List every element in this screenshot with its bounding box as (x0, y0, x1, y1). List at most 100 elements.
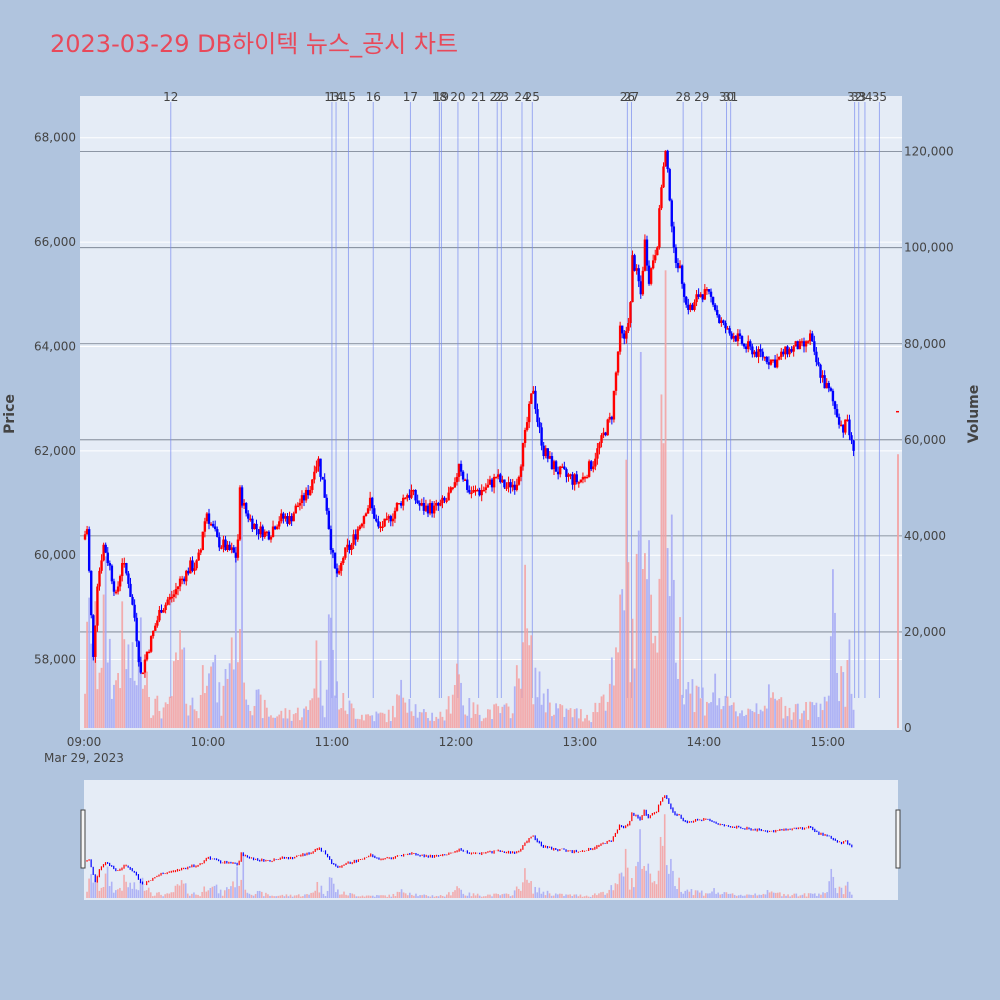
volume-bar (639, 351, 642, 728)
mini-volume-bar (694, 890, 697, 898)
candle-body (691, 304, 694, 310)
mini-volume-bar (400, 889, 403, 898)
price-candles (83, 149, 899, 678)
volume-bar (427, 718, 429, 728)
candle-body (639, 281, 642, 295)
volume-bar (763, 705, 766, 728)
volume-bar (528, 645, 531, 728)
volume-bar (168, 696, 171, 728)
candle-body (251, 518, 254, 530)
candle-body (775, 359, 779, 368)
volume-bar (689, 693, 692, 728)
mini-volume-bar (801, 894, 804, 898)
mini-volume-bar (478, 895, 481, 898)
volume-bar (290, 720, 293, 728)
mini-volume-bar (797, 896, 800, 898)
mini-volume-bar (727, 893, 730, 898)
candle-body (404, 497, 407, 500)
candle-body (166, 599, 169, 605)
volume-bar (517, 678, 520, 728)
volume-bar (365, 714, 367, 728)
mini-volume-bar (608, 889, 611, 898)
volume-bar (522, 642, 524, 728)
mini-volume-bar (653, 881, 656, 898)
candle-body (116, 586, 120, 592)
mini-volume-bar (295, 895, 298, 898)
candle-body (311, 479, 314, 490)
candle-body (507, 482, 510, 488)
mini-volume-bar (526, 879, 528, 898)
mini-volume-bar (733, 894, 736, 898)
mini-volume-bar (158, 892, 160, 898)
volume-bar (336, 681, 338, 728)
volume-bar (268, 716, 270, 728)
candle-body (168, 596, 171, 600)
mini-volume-bar (491, 896, 493, 898)
candle-body (375, 518, 378, 522)
volume-bar (774, 698, 776, 728)
mini-volume-bar (503, 893, 506, 898)
mini-volume-bar (776, 892, 779, 898)
candle-body (207, 513, 211, 524)
mini-volume-bar (707, 893, 709, 898)
mini-volume-bar (135, 889, 138, 898)
candle-body (147, 651, 151, 654)
range-slider[interactable] (84, 780, 898, 900)
mini-volume-bar (785, 895, 787, 898)
mini-volume-bar (713, 888, 715, 898)
candle-body (769, 359, 773, 365)
candle-body (453, 482, 457, 488)
candle-body (366, 508, 370, 514)
volume-bar (807, 719, 810, 728)
candle-body (821, 375, 824, 378)
candle-body (474, 489, 477, 492)
mini-volume-bar (439, 895, 442, 898)
candle-body (610, 416, 614, 420)
candle-body (528, 403, 531, 423)
mini-volume-bar (454, 890, 456, 898)
volume-bar (679, 617, 681, 728)
range-slider-candles (86, 795, 853, 886)
volume-bar (708, 703, 710, 728)
candle-body (670, 200, 673, 227)
mini-volume-bar (684, 890, 687, 898)
mini-volume-bar (846, 881, 849, 898)
candle-body (121, 563, 124, 577)
volume-bar (654, 635, 657, 728)
volume-bar (681, 694, 684, 728)
mini-volume-bar (571, 896, 574, 898)
candle-body (823, 375, 826, 389)
volume-bar (897, 454, 899, 728)
price-tick-label: 62,000 (34, 444, 76, 458)
volume-bar (305, 706, 307, 728)
candle-body (278, 521, 281, 527)
volume-bar (635, 553, 638, 728)
candle-body (406, 495, 409, 498)
mini-volume-bar (431, 895, 434, 898)
mini-volume-bar (269, 895, 271, 898)
candle-body (470, 492, 473, 495)
mini-volume-bar (191, 893, 193, 898)
range-slider-right-handle[interactable] (895, 809, 901, 869)
candle-body (110, 565, 114, 582)
mini-volume-bar (612, 890, 615, 898)
mini-volume-bar (495, 893, 497, 898)
mini-volume-bar (830, 868, 833, 898)
candle-body (786, 346, 789, 355)
range-slider-left-handle[interactable] (80, 809, 86, 869)
plot-background (80, 96, 902, 730)
candle-body (282, 513, 285, 519)
mini-volume-bar (764, 894, 767, 898)
mini-volume-bar (456, 886, 458, 898)
news-marker-label: 35 (872, 90, 887, 104)
volume-bar (658, 578, 661, 728)
candle-body (98, 570, 101, 587)
volume-bar (379, 712, 382, 728)
volume-axis: 0 20,000 40,000 60,000 80,000 100,000 120,000 (904, 145, 954, 735)
mini-volume-bar (213, 885, 216, 898)
mini-volume-bar (682, 893, 685, 898)
volume-bar (695, 685, 698, 728)
volume-bar (216, 702, 219, 728)
candle-body (751, 346, 754, 355)
mini-volume-bar (209, 888, 212, 898)
